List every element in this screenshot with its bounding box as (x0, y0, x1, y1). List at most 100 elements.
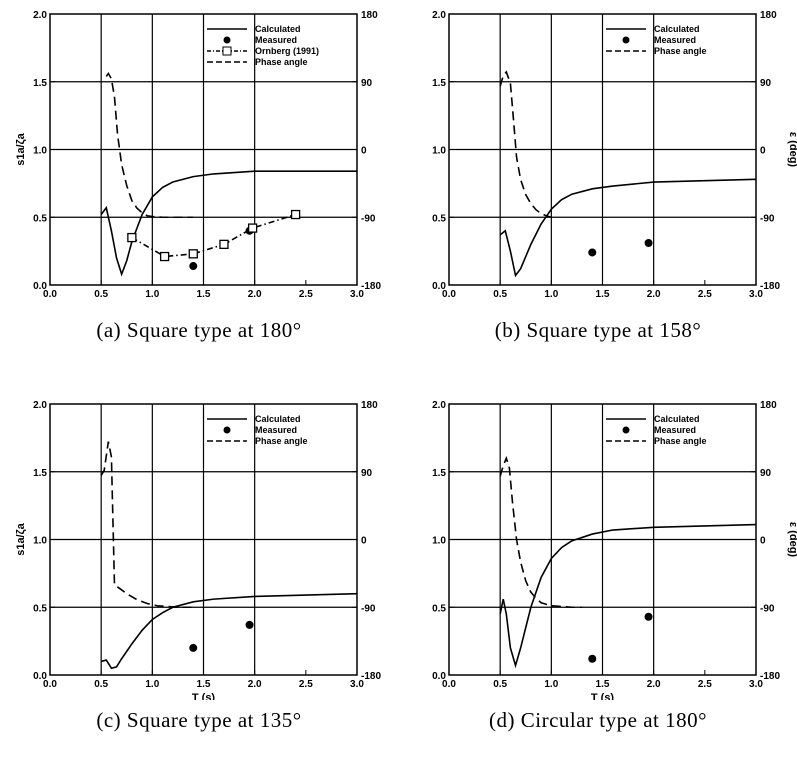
legend-label: Ornberg (1991) (255, 46, 319, 56)
x-tick-label: 0.5 (493, 289, 507, 300)
legend-label: Measured (255, 425, 297, 435)
x-tick-label: 0.0 (43, 289, 57, 300)
series-line-calculated (100, 592, 357, 670)
panel-d: 0.0 0.5 1.0 1.5 2.0 2.5 3.0 0.0 0.5 1.0 1.5 2.0 -180… (399, 390, 797, 780)
x-tick-label: 2.5 (299, 289, 313, 300)
series-line-calculated (499, 523, 756, 669)
y-tick-label: 1.5 (33, 468, 47, 479)
series-line-phase-angle (105, 71, 194, 219)
y2-tick-label: 180 (760, 400, 777, 411)
x-axis-label: T (s) (591, 692, 615, 700)
y2-tick-label: 180 (760, 10, 777, 21)
measured-point (189, 262, 198, 271)
y-tick-label: 1.5 (432, 78, 446, 89)
x-tick-label: 3.0 (749, 679, 763, 690)
series-line-phase-angle (499, 455, 583, 609)
y-tick-label: 2.0 (33, 400, 47, 411)
y2-tick-label: 180 (361, 10, 378, 21)
x-tick-label: 2.0 (647, 289, 661, 300)
x-tick-label: 1.5 (596, 679, 610, 690)
legend-label: Phase angle (654, 436, 707, 446)
x-tick-label: 0.0 (442, 679, 456, 690)
y2-tick-label: -180 (361, 671, 381, 682)
legend-label: Calculated (654, 24, 700, 34)
caption-b: (b) Square type at 158° (494, 318, 702, 342)
ornberg-point (219, 239, 229, 250)
y-tick-label: 1.0 (33, 536, 47, 547)
y-tick-label: 0.5 (33, 213, 47, 224)
ornberg-point (247, 223, 258, 233)
x-tick-label: 0.0 (43, 679, 57, 690)
y2-tick-label: 90 (361, 78, 373, 89)
y2-tick-label: -90 (760, 213, 775, 224)
grid (50, 404, 357, 675)
y2-tick-label: -180 (760, 281, 780, 292)
panel-c: 0.0 0.5 1.0 1.5 2.0 2.5 3.0 0.0 0.5 1.0 1.5 2.0 -180… (0, 390, 398, 780)
y-tick-label: 0.5 (432, 213, 446, 224)
x-tick-label: 1.5 (197, 289, 211, 300)
legend-label: Measured (654, 35, 696, 45)
ornberg-point (188, 249, 198, 259)
legend-marker-square (222, 46, 232, 56)
measured-point (644, 238, 653, 247)
x-tick-label: 2.0 (647, 679, 661, 690)
series-line-calculated (100, 170, 357, 277)
legend-label: Phase angle (255, 436, 308, 446)
y2-tick-label: 0 (760, 146, 766, 157)
y-tick-label: 0.5 (33, 603, 47, 614)
measured-point (189, 643, 198, 652)
x-tick-label: 0.0 (442, 289, 456, 300)
legend-label: Calculated (255, 414, 301, 424)
chart-a: 0.0 0.5 1.0 1.5 2.0 2.5 3.0 0.0 0.5 1.0 1.5 2.0 -180… (15, 10, 381, 300)
panel-b: 0.0 0.5 1.0 1.5 2.0 2.5 3.0 0.0 0.5 1.0 1.5 2.0 -180… (399, 0, 797, 390)
x-tick-label: 1.0 (544, 289, 558, 300)
y-axis-label: s1a/ζa (15, 132, 27, 165)
ornberg-point (127, 232, 137, 243)
y2-tick-label: -180 (760, 671, 780, 682)
y-tick-label: 0.0 (33, 671, 47, 682)
y-tick-label: 2.0 (432, 10, 446, 21)
series-line-phase-angle (100, 441, 194, 609)
y2-tick-label: -90 (361, 603, 376, 614)
x-tick-label: 1.0 (544, 679, 558, 690)
ornberg-point (159, 251, 170, 262)
legend-label: Calculated (654, 414, 700, 424)
legend-label: Phase angle (654, 46, 707, 56)
y-tick-label: 1.5 (432, 468, 446, 479)
y-tick-label: 1.0 (432, 146, 446, 157)
ornberg-point (290, 209, 301, 220)
y-tick-label: 0.5 (432, 603, 446, 614)
y2-tick-label: 0 (760, 536, 766, 547)
y-tick-label: 2.0 (33, 10, 47, 21)
measured-point (588, 248, 597, 257)
legend-marker-dot (223, 426, 231, 434)
x-axis-label: T (s) (192, 692, 216, 700)
measured-point (644, 612, 653, 621)
x-tick-label: 1.5 (197, 679, 211, 690)
grid (449, 14, 756, 285)
chart-d: 0.0 0.5 1.0 1.5 2.0 2.5 3.0 0.0 0.5 1.0 1.5 2.0 -180… (432, 400, 797, 700)
chart-c: 0.0 0.5 1.0 1.5 2.0 2.5 3.0 0.0 0.5 1.0 1.5 2.0 -180… (15, 400, 381, 700)
x-tick-label: 3.0 (749, 289, 763, 300)
x-tick-label: 3.0 (350, 679, 364, 690)
x-tick-label: 1.0 (145, 679, 159, 690)
y-tick-label: 1.0 (33, 146, 47, 157)
x-tick-label: 2.5 (299, 679, 313, 690)
y2-tick-label: 180 (361, 400, 378, 411)
series-line-ornberg-1991 (131, 213, 296, 258)
x-tick-label: 1.5 (596, 289, 610, 300)
caption-a: (a) Square type at 180° (96, 318, 302, 342)
y-tick-label: 0.0 (432, 671, 446, 682)
measured-point (588, 654, 597, 663)
grid (449, 404, 756, 675)
measured-point (245, 620, 254, 629)
y2-tick-label: -180 (361, 281, 381, 292)
x-tick-label: 2.0 (248, 679, 262, 690)
y-tick-label: 1.5 (33, 78, 47, 89)
legend-marker-dot (622, 426, 630, 434)
x-tick-label: 0.5 (94, 289, 108, 300)
